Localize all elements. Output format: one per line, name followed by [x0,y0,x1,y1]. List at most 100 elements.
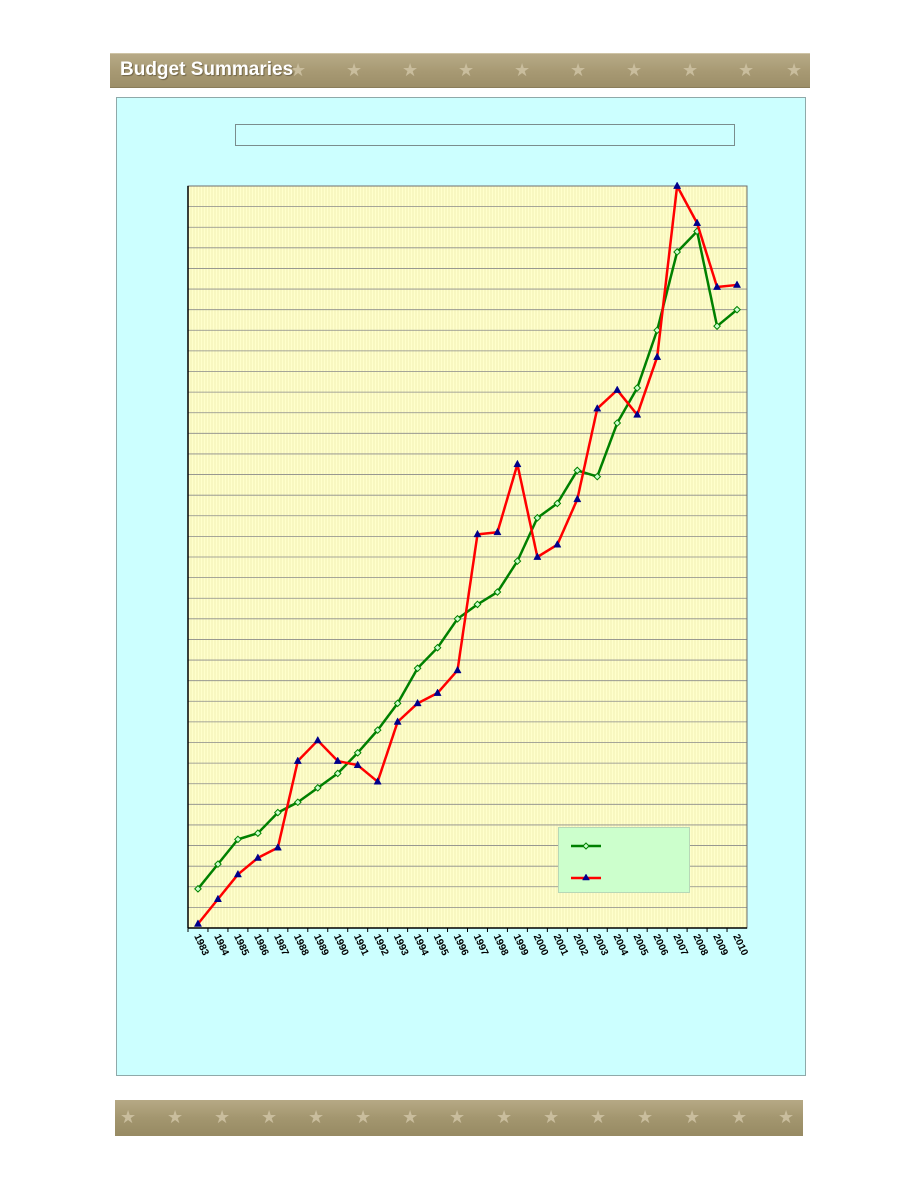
x-tick-label: 2010 [730,933,750,958]
series-1-point [413,664,422,673]
series-2-point [693,218,702,226]
series-2-point [513,459,522,468]
series-1-point [313,783,322,792]
series-1-point [333,769,342,778]
series-1-point [453,614,462,623]
star-icon: ★ [449,1107,466,1127]
series-2-point [353,760,362,769]
x-tick-label: 1999 [511,933,531,958]
series-1-point [234,835,242,844]
series-2-point [493,527,502,536]
x-tick-label: 1989 [311,933,331,958]
x-tick-label: 1984 [211,933,231,958]
star-icon: ★ [402,60,419,80]
star-icon: ★ [626,60,643,80]
x-tick-label: 2004 [611,933,631,958]
series-2-point [273,843,282,851]
star-icon: ★ [402,1107,419,1127]
series-1-point [473,600,482,609]
series-1-point [194,884,202,893]
star-icon: ★ [261,1107,278,1127]
x-tick-label: 1996 [451,933,471,958]
x-tick-label: 2003 [591,933,611,958]
series-2-point [333,756,342,764]
x-tick-label: 1995 [431,933,451,958]
star-icon: ★ [514,60,531,80]
series-2-point [593,404,602,412]
star-icon: ★ [684,1107,701,1127]
series-1-point [733,305,741,314]
x-tick-label: 2001 [551,933,571,958]
series-2-point [653,352,662,360]
x-tick-label: 1992 [371,933,391,958]
green-diamond-line-icon [571,842,601,850]
series-1-point [253,829,262,838]
series-2-point [473,529,482,538]
series-1-point [533,513,542,522]
series-2-point [253,853,262,861]
series-2-point [433,688,442,696]
x-tick-label: 2002 [571,933,591,958]
star-icon: ★ [458,60,475,80]
series-1-point [613,419,622,427]
series-2-point [393,717,402,725]
series-2-point [373,777,382,785]
star-icon: ★ [570,60,587,80]
x-tick-label: 1985 [231,933,251,958]
footer-stars: ★ ★ ★ ★ ★ ★ ★ ★ ★ ★ ★ ★ ★ ★ ★ [115,1100,803,1136]
series-2-point [213,894,222,902]
series-1-point [373,726,382,735]
star-icon: ★ [346,60,363,80]
series-1-point [353,748,362,757]
x-tick-label: 2009 [710,933,730,958]
star-icon: ★ [214,1107,231,1127]
star-icon: ★ [290,60,307,80]
series-1-point [273,808,282,817]
series-1-point [713,322,721,331]
page-header-banner: ★ ★ ★ ★ ★ ★ ★ ★ ★ ★ Budget Summaries [110,53,810,88]
x-tick-label: 1998 [491,933,511,958]
star-icon: ★ [786,60,803,80]
x-tick-label: 1986 [251,933,271,958]
series-1-point [433,643,442,652]
series-2-point [293,756,302,764]
series-2-point [313,735,322,744]
legend-entry-series-1 [571,838,686,854]
star-icon: ★ [731,1107,748,1127]
x-tick-label: 1987 [271,933,291,958]
x-tick-label: 1997 [471,933,491,958]
x-tick-label: 1994 [411,933,431,958]
header-stars: ★ ★ ★ ★ ★ ★ ★ ★ ★ ★ [110,53,810,88]
series-2-point [732,280,742,288]
x-tick-label: 2007 [670,933,690,958]
x-tick-label: 2005 [630,933,650,958]
x-tick-label: 2006 [650,933,670,958]
series-1-point [553,499,562,508]
star-icon: ★ [355,1107,372,1127]
series-2-point [613,385,622,393]
chart-legend [558,827,690,893]
series-1-point [673,248,682,256]
series-2-point [453,665,462,674]
page-title: Budget Summaries [120,59,294,80]
star-icon: ★ [637,1107,654,1127]
legend-entry-series-2 [571,870,686,886]
series-2-point [553,540,562,548]
series-1-point [633,384,642,392]
series-1-point [573,466,582,475]
series-2-point [573,494,582,503]
series-2-point [193,919,203,927]
chart-title [235,124,735,146]
series-1-point [293,798,302,807]
star-icon: ★ [167,1107,184,1127]
x-tick-label: 1993 [391,933,411,958]
x-tick-label: 1991 [351,933,371,958]
footer-banner: ★ ★ ★ ★ ★ ★ ★ ★ ★ ★ ★ ★ ★ ★ ★ [115,1100,803,1136]
series-2-point [233,869,242,878]
star-icon: ★ [778,1107,795,1127]
x-tick-label: 1988 [291,933,311,958]
series-2-line [197,184,738,925]
series-2-point [533,552,542,560]
series-1-point [393,699,402,708]
